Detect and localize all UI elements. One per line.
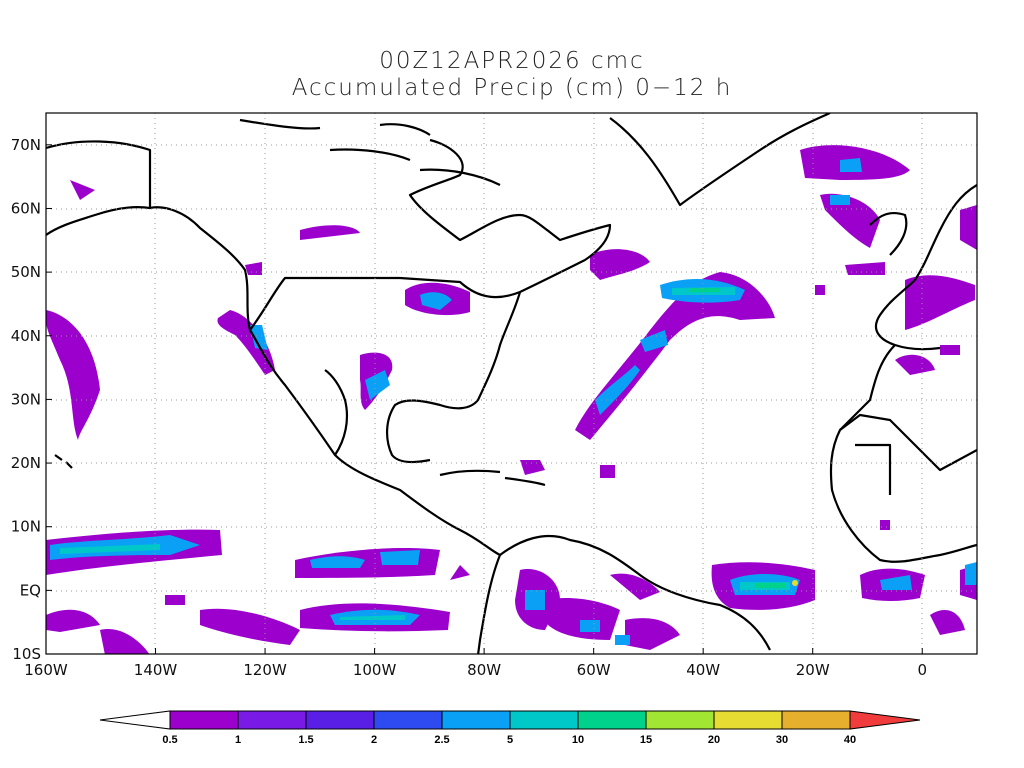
lat-label: 10S [12,645,41,663]
lon-label: 100W [353,661,397,679]
colorbar-label: 20 [708,734,720,746]
gridlines [46,113,977,654]
colorbar-segment [169,710,239,730]
colorbar: 0.5 1 1.5 2 2.5 5 10 15 20 30 40 [99,710,921,746]
lon-label: 120W [243,661,287,679]
map-subtitle: Accumulated Precip (cm) 0−12 h [291,75,733,101]
colorbar-label: 10 [572,734,584,746]
lon-label: 80W [467,661,501,679]
lat-label: 70N [11,136,41,154]
lat-label: EQ [20,581,41,599]
colorbar-segment [645,710,715,730]
colorbar-label: 40 [844,734,856,746]
coastlines [46,113,977,654]
colorbar-segment [509,710,579,730]
axis-ticks [45,144,923,655]
lon-label: 140W [134,661,178,679]
latitude-labels: 70N 60N 50N 40N 30N 20N 10N EQ 10S [11,136,41,663]
colorbar-segment [713,710,783,730]
lat-label: 50N [11,263,41,281]
colorbar-segment [237,710,307,730]
precip-field [46,145,977,654]
map-frame [45,112,978,655]
colorbar-max-arrow [849,710,921,730]
colorbar-label: 5 [507,734,513,746]
colorbar-label: 1.5 [298,734,313,746]
longitude-labels: 160W 140W 120W 100W 80W 60W 40W 20W 0 [24,661,927,679]
colorbar-label: 15 [640,734,652,746]
colorbar-min-arrow [99,710,171,730]
colorbar-label: 2 [371,734,377,746]
colorbar-label: 0.5 [162,734,177,746]
colorbar-segment [441,710,511,730]
lon-label: 60W [577,661,611,679]
colorbar-segment [781,710,851,730]
colorbar-label: 30 [776,734,788,746]
map-title: 00Z12APR2026 cmc [379,48,645,74]
colorbar-segment [305,710,375,730]
lat-label: 60N [11,199,41,217]
lat-label: 10N [11,518,41,536]
lon-label: 40W [686,661,720,679]
colorbar-label: 1 [235,734,241,746]
colorbar-segment [577,710,647,730]
lat-label: 20N [11,454,41,472]
lat-label: 30N [11,390,41,408]
lon-label: 20W [796,661,830,679]
lat-label: 40N [11,327,41,345]
lon-label: 160W [24,661,68,679]
colorbar-segment [373,710,443,730]
lon-label: 0 [917,661,927,679]
colorbar-label: 2.5 [434,734,449,746]
